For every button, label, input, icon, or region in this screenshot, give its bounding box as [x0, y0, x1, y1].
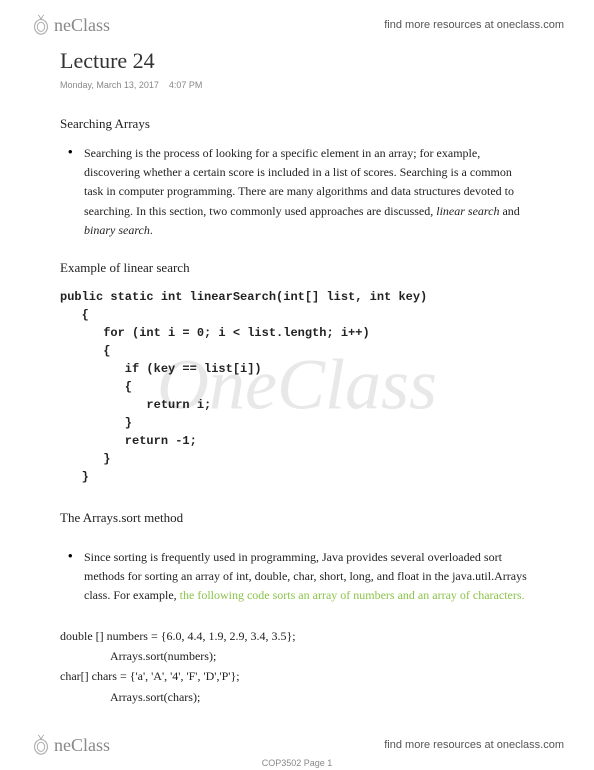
brand-text-footer: neClass: [54, 735, 110, 756]
code-line-1: double [] numbers = {6.0, 4.4, 1.9, 2.9,…: [60, 626, 534, 646]
page-number: COP3502 Page 1: [262, 758, 333, 768]
section-searching-head: Searching Arrays: [60, 116, 534, 132]
searching-body-b: linear search: [436, 204, 499, 218]
brand-logo-footer: neClass: [30, 734, 110, 756]
page-footer: neClass find more resources at oneclass.…: [30, 734, 564, 756]
code-block: public static int linearSearch(int[] lis…: [60, 288, 534, 486]
document-content: Lecture 24 Monday, March 13, 2017 4:07 P…: [0, 0, 594, 707]
searching-body-d: binary search: [84, 223, 150, 237]
section-sort-head: The Arrays.sort method: [60, 510, 534, 526]
date-line: Monday, March 13, 2017 4:07 PM: [60, 80, 534, 90]
time-text: 4:07 PM: [169, 80, 203, 90]
brand-text: neClass: [54, 15, 110, 36]
searching-body-c: and: [499, 204, 519, 218]
code-line-3: char[] chars = {'a', 'A', '4', 'F', 'D',…: [60, 666, 534, 686]
code-line-2: Arrays.sort(numbers);: [60, 646, 534, 666]
lecture-title: Lecture 24: [60, 48, 534, 74]
example-head: Example of linear search: [60, 260, 534, 276]
resources-link-bottom[interactable]: find more resources at oneclass.com: [384, 739, 564, 751]
onion-icon: [30, 14, 52, 36]
sort-body-b: the following code sorts an array of num…: [180, 588, 525, 602]
searching-bullet: Searching is the process of looking for …: [60, 144, 534, 240]
date-text: Monday, March 13, 2017: [60, 80, 159, 90]
brand-logo: neClass: [30, 14, 110, 36]
resources-link-top[interactable]: find more resources at oneclass.com: [384, 19, 564, 31]
searching-body-e: .: [150, 223, 153, 237]
page-header: neClass find more resources at oneclass.…: [30, 14, 564, 36]
sort-bullet: Since sorting is frequently used in prog…: [60, 548, 534, 606]
code-line-4: Arrays.sort(chars);: [60, 687, 534, 707]
onion-icon-footer: [30, 734, 52, 756]
